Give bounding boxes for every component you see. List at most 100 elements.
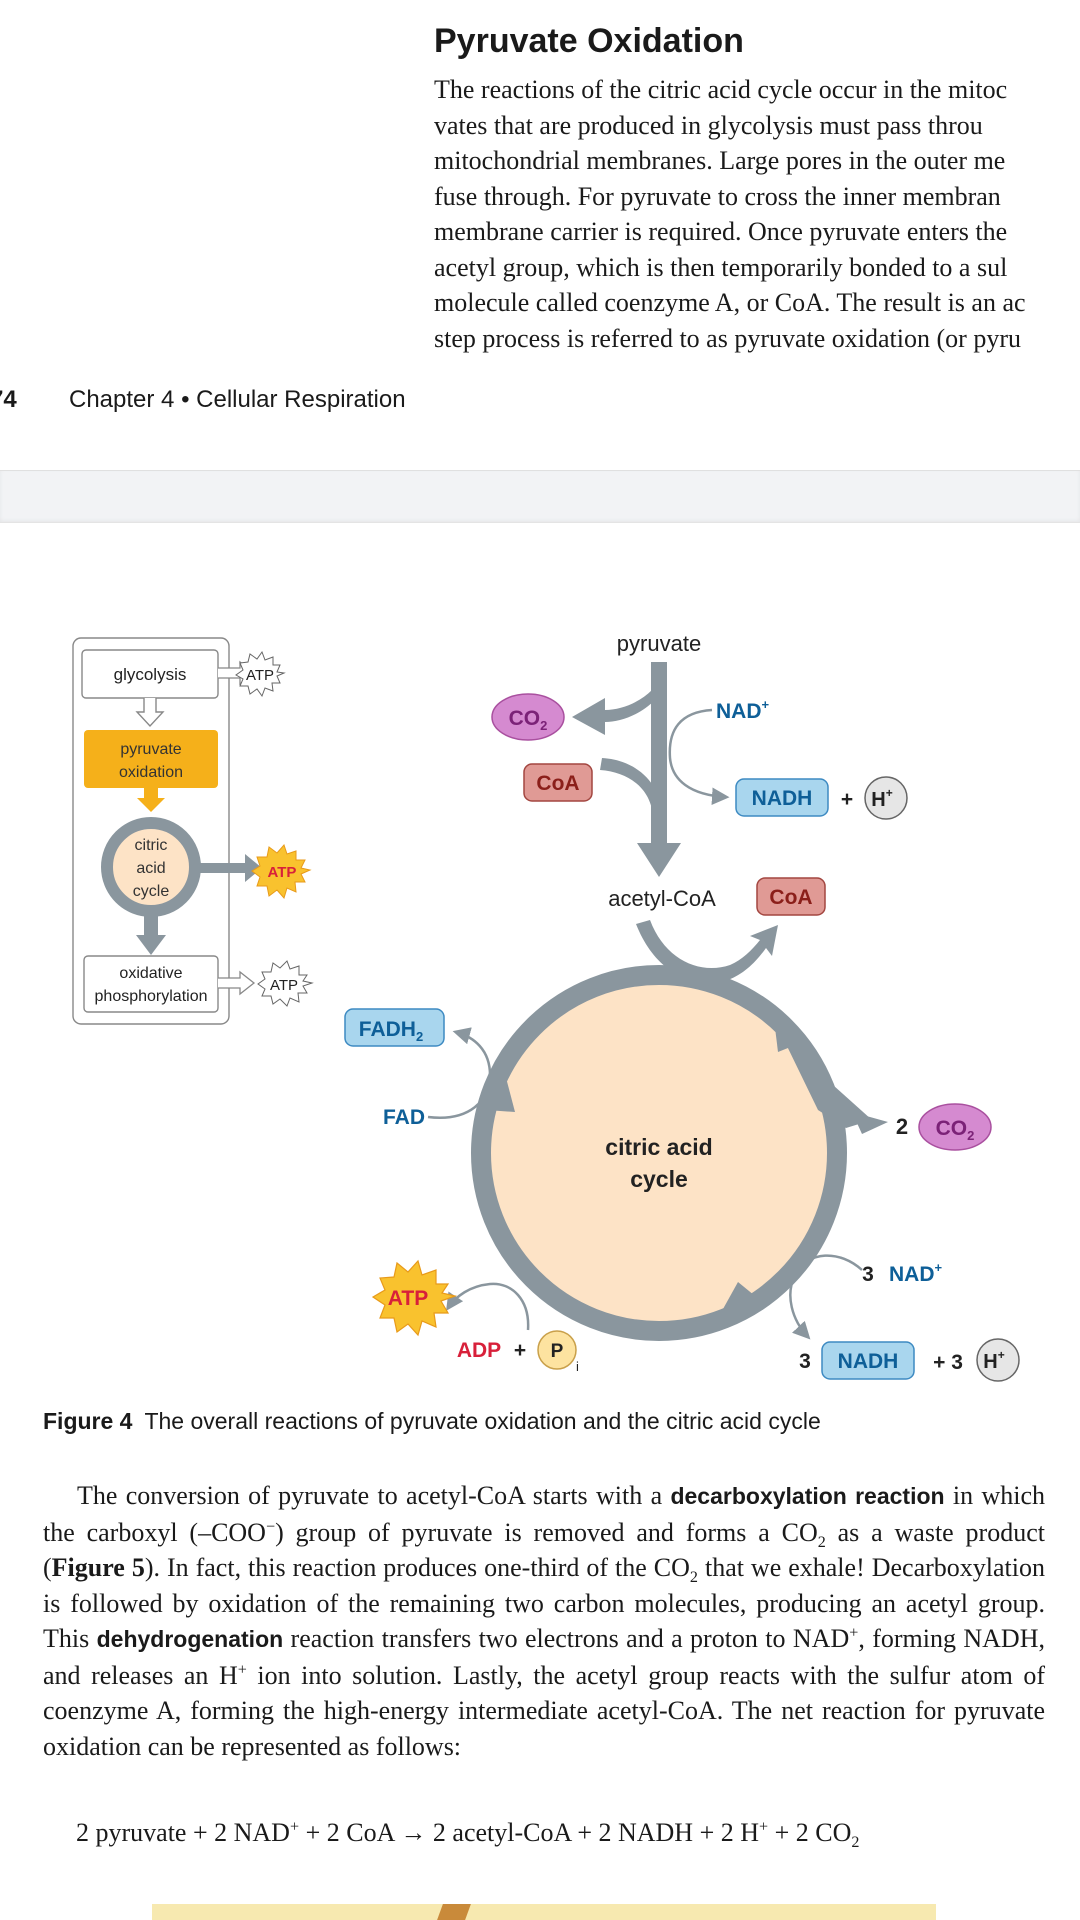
atp-burst-icon: ATP	[235, 650, 286, 698]
fadh2-badge: FADH2	[344, 1008, 445, 1047]
coa-label: CoA	[769, 886, 812, 909]
nadh-label: NADH	[838, 1350, 899, 1373]
atp-burst-icon: ATP	[257, 960, 314, 1007]
paragraph-line: acetyl group, which is then temporarily …	[434, 252, 1008, 282]
right-arrow-icon	[195, 854, 262, 882]
body-text: that we exhale! Decarboxylation is follo…	[43, 1553, 1045, 1653]
paragraph-line: mitochondrial membranes. Large pores in …	[434, 146, 1006, 175]
h-ion-count: + 3	[933, 1351, 963, 1374]
coa-badge: CoA	[523, 763, 593, 802]
overview-panel: glycolysis pyruvate oxidation citric aci…	[72, 637, 314, 1025]
page-separator	[0, 470, 1080, 523]
down-arrow-icon	[135, 698, 165, 728]
coa-badge: CoA	[756, 877, 826, 916]
paragraph-line: molecule called coenzyme A, or CoA. The …	[434, 288, 1026, 317]
acetyl-coa-label: acetyl-CoA	[608, 886, 716, 911]
phosphate-label: P	[551, 1341, 564, 1362]
nad-label: NAD+	[716, 697, 770, 723]
top-paragraph: The reactions of the citric acid cycle o…	[434, 72, 1080, 356]
key-term: decarboxylation reaction	[670, 1483, 945, 1509]
section-title: Pyruvate Oxidation	[434, 22, 744, 60]
atp-burst-icon: ATP	[251, 844, 312, 900]
key-term: dehydrogenation	[96, 1626, 284, 1652]
glycolysis-label: glycolysis	[114, 665, 187, 684]
body-text: in which the carboxyl (–COO	[43, 1481, 1046, 1547]
subscript: 2	[689, 1569, 698, 1587]
paragraph-line: step process is referred to as pyruvate …	[434, 323, 1021, 353]
pyruvate-oxidation-section: pyruvate CO2 CoA NAD+ NADH + H+ acetyl-C…	[491, 631, 908, 983]
plus-sign: +	[841, 788, 853, 811]
equation-text: 2 pyruvate + 2 NAD	[76, 1818, 290, 1847]
next-figure-edge	[152, 1904, 936, 1920]
co2-badge: CO2	[918, 1103, 992, 1151]
oxphos-label: phosphorylation	[95, 988, 208, 1005]
body-text: ion into solution. Lastly, the acetyl gr…	[43, 1660, 1045, 1761]
paragraph-line: membrane carrier is required. Once pyruv…	[434, 217, 1008, 246]
pyruvate-down-arrow	[637, 662, 681, 877]
plus-sign: +	[514, 1339, 526, 1362]
body-paragraph: The conversion of pyruvate to acetyl-CoA…	[43, 1478, 1045, 1764]
nad-label: NAD+	[889, 1260, 943, 1286]
body-text: ). In fact, this reaction produces one-t…	[144, 1553, 690, 1582]
equation-text: + 2 CO	[768, 1818, 852, 1847]
co2-label: CO2	[509, 707, 548, 733]
nad-reduction-arrow	[668, 708, 730, 805]
body-text: , forming NADH, and releases an H	[43, 1624, 1045, 1690]
cycle-arrowhead	[772, 1003, 808, 1052]
body-text: ) group of pyruvate is removed and forms…	[275, 1517, 818, 1547]
atp-synthesis-arrow	[446, 1282, 530, 1331]
paragraph-line: vates that are produced in glycolysis mu…	[434, 110, 983, 140]
next-figure-edge	[437, 1904, 471, 1920]
figure-4-diagram: glycolysis pyruvate oxidation citric aci…	[72, 631, 1020, 1382]
phosphate-subscript: i	[576, 1359, 579, 1374]
fad-label: FAD	[383, 1106, 425, 1129]
down-arrow-icon	[136, 911, 166, 955]
coa-entry-arrow	[600, 758, 663, 818]
cycle-label: citric acid	[605, 1134, 712, 1160]
superscript: −	[265, 1517, 276, 1535]
equation-text: + 2 CoA → 2 acetyl-CoA + 2 NADH + 2 H	[299, 1818, 760, 1847]
superscript: +	[289, 1818, 300, 1836]
down-arrow-icon	[137, 788, 165, 812]
paragraph-line: fuse through. For pyruvate to cross the …	[434, 181, 1001, 211]
atp-label: ATP	[270, 977, 298, 994]
citric-acid-cycle: citric acid cycle FADH2 FAD 2 CO2 3 NAD+…	[344, 965, 1020, 1382]
body-text: as a waste product (	[43, 1517, 1045, 1583]
nadh-count: 3	[799, 1350, 811, 1373]
cycle-ring	[471, 965, 847, 1341]
mini-cycle-label: acid	[136, 860, 165, 877]
cycle-arrowhead	[486, 1070, 515, 1112]
co2-count: 2	[896, 1114, 908, 1139]
pyruvate-label: pyruvate	[617, 631, 701, 656]
co2-release-arrow	[572, 690, 655, 735]
right-arrow-icon	[218, 970, 256, 996]
superscript: +	[237, 1660, 247, 1678]
atp-label: ATP	[388, 1287, 428, 1310]
fadh2-label: FADH2	[359, 1018, 423, 1044]
body-text: reaction transfers two electrons and a p…	[283, 1624, 850, 1653]
figure-caption: Figure 4 The overall reactions of pyruva…	[43, 1408, 821, 1435]
page-number: 74	[0, 386, 17, 413]
adp-label: ADP	[457, 1339, 501, 1362]
figure-reference[interactable]: Figure 5	[51, 1553, 145, 1582]
subscript: 2	[851, 1834, 860, 1852]
net-reaction-equation: 2 pyruvate + 2 NAD+ + 2 CoA → 2 acetyl-C…	[76, 1818, 860, 1852]
atp-label: ATP	[246, 667, 274, 684]
body-text: The conversion of pyruvate to acetyl-CoA…	[77, 1481, 671, 1510]
pyruvate-oxidation-label: pyruvate	[120, 741, 181, 758]
cycle-arrowhead	[852, 1112, 888, 1134]
caption-text: The overall reactions of pyruvate oxidat…	[144, 1408, 821, 1434]
previous-page: Pyruvate Oxidation The reactions of the …	[0, 0, 1080, 470]
subscript: 2	[817, 1533, 826, 1551]
fad-reduction-arrow	[427, 1027, 492, 1119]
atp-burst-icon: ATP	[371, 1259, 458, 1337]
h-ion-label: H+	[871, 786, 892, 811]
pyruvate-oxidation-box	[84, 730, 218, 788]
atp-label: ATP	[268, 864, 297, 881]
cycle-fill	[481, 975, 837, 1331]
divider	[0, 522, 1080, 523]
co2-badge: CO2	[491, 693, 565, 741]
co2-exit-arrow	[785, 1042, 872, 1128]
chapter-header: Chapter 4 • Cellular Respiration	[69, 386, 406, 413]
paragraph-line: The reactions of the citric acid cycle o…	[434, 75, 1008, 104]
